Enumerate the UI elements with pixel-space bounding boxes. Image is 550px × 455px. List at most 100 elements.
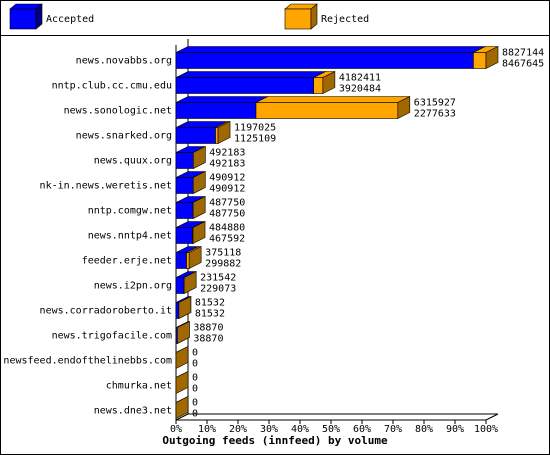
x-tick-label: 50% bbox=[322, 424, 340, 435]
accepted-label: 2277633 bbox=[414, 109, 456, 120]
total-label: 8827144 bbox=[502, 48, 544, 59]
accepted-label: 490912 bbox=[209, 184, 245, 195]
total-label: 487750 bbox=[209, 198, 245, 209]
total-label: 6315927 bbox=[414, 98, 456, 109]
x-tick-label: 100% bbox=[474, 424, 498, 435]
bar bbox=[175, 152, 194, 169]
bar bbox=[175, 177, 194, 194]
bar-top bbox=[175, 46, 486, 53]
legend-swatch bbox=[9, 8, 37, 30]
total-label: 38870 bbox=[193, 323, 223, 334]
axis-corner bbox=[175, 413, 189, 421]
x-tick-label: 30% bbox=[260, 424, 278, 435]
bar-side bbox=[192, 171, 206, 194]
accepted-label: 0 bbox=[192, 359, 198, 370]
bar-side bbox=[188, 246, 202, 269]
total-label: 492183 bbox=[209, 148, 245, 159]
accepted-label: 1125109 bbox=[234, 134, 276, 145]
x-tick-label: 20% bbox=[229, 424, 247, 435]
total-label: 81532 bbox=[195, 298, 225, 309]
bar-side bbox=[322, 71, 336, 94]
total-label: 490912 bbox=[209, 173, 245, 184]
bar bbox=[175, 77, 314, 94]
total-label: 0 bbox=[192, 398, 198, 409]
y-tick-label: news.corradoroberto.it bbox=[40, 306, 172, 317]
total-label: 4182411 bbox=[339, 73, 381, 84]
bar bbox=[175, 277, 185, 294]
y-tick-label: news.trigofacile.com bbox=[52, 331, 172, 342]
accepted-label: 0 bbox=[192, 409, 198, 420]
accepted-label: 81532 bbox=[195, 309, 225, 320]
bar-side bbox=[175, 346, 189, 369]
y-tick-label: news.quux.org bbox=[94, 156, 172, 167]
accepted-label: 8467645 bbox=[502, 59, 544, 70]
bar-side bbox=[192, 221, 206, 244]
x-tick-label: 0% bbox=[170, 424, 182, 435]
bar-side bbox=[183, 271, 197, 294]
x-tick-label: 40% bbox=[291, 424, 309, 435]
x-tick-label: 70% bbox=[384, 424, 402, 435]
bar bbox=[313, 77, 324, 94]
bar-top bbox=[175, 71, 326, 78]
accepted-label: 229073 bbox=[200, 284, 236, 295]
bar-side bbox=[397, 96, 411, 119]
bar bbox=[473, 52, 487, 69]
bar-side bbox=[192, 196, 206, 219]
y-tick-label: news.dne3.net bbox=[94, 406, 172, 417]
accepted-label: 38870 bbox=[193, 334, 223, 345]
x-tick-label: 60% bbox=[353, 424, 371, 435]
accepted-label: 299882 bbox=[205, 259, 241, 270]
accepted-label: 467592 bbox=[209, 234, 245, 245]
y-tick-label: news.nntp4.net bbox=[88, 231, 172, 242]
bar-side bbox=[217, 121, 231, 144]
bar-side bbox=[178, 296, 192, 319]
x-tick-label: 10% bbox=[198, 424, 216, 435]
legend-label: Accepted bbox=[46, 14, 94, 25]
accepted-label: 0 bbox=[192, 384, 198, 395]
bar bbox=[175, 52, 474, 69]
bar bbox=[175, 252, 187, 269]
legend-label: Rejected bbox=[321, 14, 369, 25]
bar-side bbox=[175, 371, 189, 394]
accepted-label: 3920484 bbox=[339, 84, 381, 95]
y-tick-label: news.i2pn.org bbox=[94, 281, 172, 292]
bar bbox=[175, 302, 180, 319]
legend-swatch bbox=[284, 8, 312, 30]
x-tick-label: 90% bbox=[446, 424, 464, 435]
y-tick-label: news.novabbs.org bbox=[76, 56, 172, 67]
x-axis-label: Outgoing feeds (innfeed) by volume bbox=[162, 434, 388, 447]
bar bbox=[175, 102, 257, 119]
bar bbox=[186, 252, 190, 269]
bar bbox=[175, 127, 216, 144]
total-label: 1197025 bbox=[234, 123, 276, 134]
axis-corner bbox=[485, 413, 499, 421]
x-tick-label: 80% bbox=[415, 424, 433, 435]
y-tick-label: newsfeed.endofthelinebbs.com bbox=[3, 356, 172, 367]
y-tick-label: chmurka.net bbox=[106, 381, 172, 392]
bar-side bbox=[175, 396, 189, 419]
bar-side bbox=[192, 146, 206, 169]
legend-swatch-side bbox=[35, 3, 43, 30]
y-tick-label: nntp.comgw.net bbox=[88, 206, 172, 217]
bar bbox=[215, 127, 219, 144]
y-tick-label: nntp.club.cc.cmu.edu bbox=[52, 81, 172, 92]
total-label: 484880 bbox=[209, 223, 245, 234]
total-label: 231542 bbox=[200, 273, 236, 284]
bar-top bbox=[255, 96, 410, 103]
y-tick-label: news.snarked.org bbox=[76, 131, 172, 142]
total-label: 375118 bbox=[205, 248, 241, 259]
y-tick-label: feeder.erje.net bbox=[82, 256, 172, 267]
bar bbox=[175, 227, 193, 244]
bar-side bbox=[177, 321, 190, 344]
total-label: 0 bbox=[192, 348, 198, 359]
y-tick-label: news.sonologic.net bbox=[64, 106, 172, 117]
accepted-label: 487750 bbox=[209, 209, 245, 220]
legend-swatch-side bbox=[310, 3, 318, 30]
bar-side bbox=[485, 46, 499, 69]
y-tick-label: nk-in.news.weretis.net bbox=[40, 181, 172, 192]
bar bbox=[175, 202, 194, 219]
total-label: 0 bbox=[192, 373, 198, 384]
bar bbox=[255, 102, 399, 119]
bar-top bbox=[175, 96, 269, 103]
